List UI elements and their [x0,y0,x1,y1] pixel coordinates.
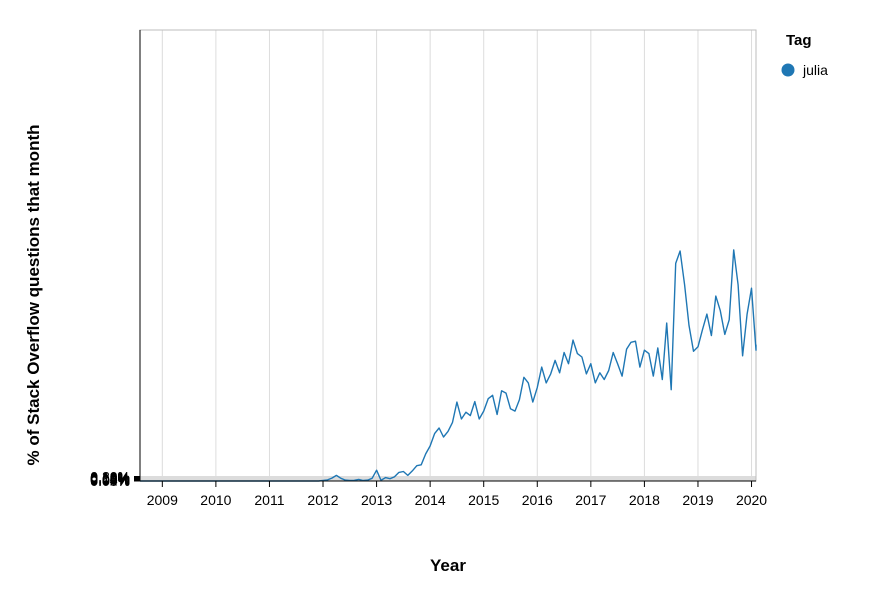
y-tick-label-0.00%: 0.00% [90,473,130,489]
y-tick-label-0.06%: 0.06% [90,472,130,488]
legend-label-julia: julia [802,62,828,78]
y-tick-label-0.14%: 0.14% [90,470,130,486]
grid [140,30,756,482]
x-ticks: 2009 2010 2011 2012 2013 2014 2015 2016 2017 2018… [147,481,767,508]
legend-title: Tag [786,32,812,49]
y-tick-label-0.18%: 0.18% [90,469,130,485]
x-tick-label-2020: 2020 [736,492,767,508]
y-tick-label-0.04%: 0.04% [90,472,130,488]
legend: Tag julia [781,32,828,78]
x-tick-label-2011: 2011 [254,492,284,508]
y-tick-label-0.16%: 0.16% [90,469,130,485]
y-tick-label-0.08%: 0.08% [90,471,130,487]
y-tick-label-0.20%: 0.20% [90,468,130,484]
x-tick-label-2014: 2014 [415,492,446,508]
x-tick-label-2018: 2018 [629,492,660,508]
y-tick-label-0.02%: 0.02% [90,473,130,489]
x-tick-label-2012: 2012 [307,492,338,508]
y-ticks: 0.00%0.02%0.04%0.06%0.08%0.10%0.12%0.14%… [90,468,140,489]
y-tick-label-0.10%: 0.10% [90,471,130,487]
series-line-julia [140,249,757,482]
legend-swatch-julia [781,63,795,77]
x-tick-label-2010: 2010 [200,492,231,508]
x-tick-label-2019: 2019 [682,492,713,508]
x-tick-label-2016: 2016 [522,492,553,508]
x-tick-label-2009: 2009 [147,492,178,508]
x-tick-label-2017: 2017 [575,492,606,508]
x-tick-label-2013: 2013 [361,492,392,508]
y-axis-title: % of Stack Overflow questions that month [24,125,43,466]
series-layer [140,249,757,482]
y-tick-label-0.12%: 0.12% [90,470,130,486]
plot-frame [139,29,757,482]
x-axis-title: Year [430,556,466,575]
x-tick-label-2015: 2015 [468,492,499,508]
axes [139,30,756,482]
